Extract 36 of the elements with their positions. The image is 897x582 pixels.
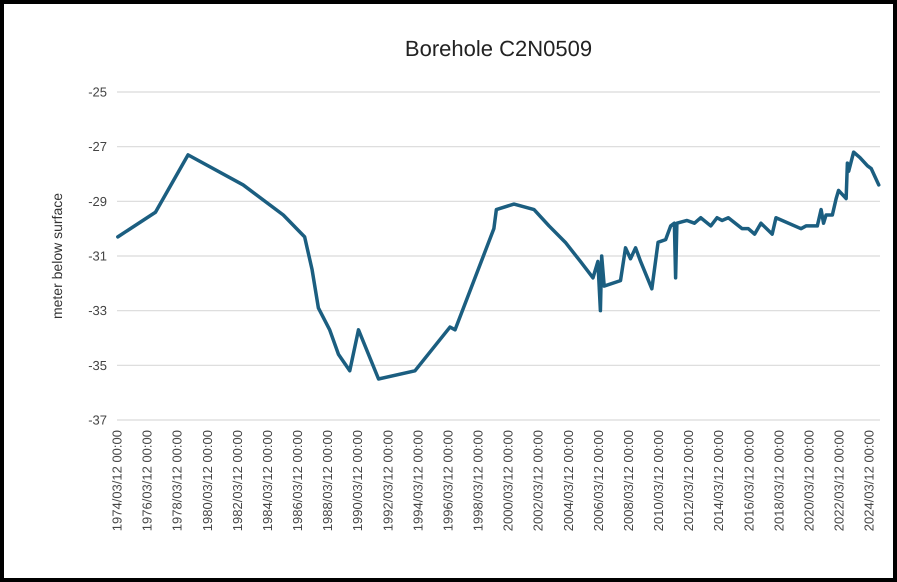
y-tick-label: -29 — [88, 194, 107, 209]
x-tick-label: 1988/03/12 00:00 — [320, 430, 336, 532]
x-tick-label: 2016/03/12 00:00 — [741, 430, 756, 532]
x-tick-label: 1996/03/12 00:00 — [440, 430, 456, 532]
y-tick-label: -37 — [88, 412, 107, 428]
x-tick-label: 1974/03/12 00:00 — [110, 430, 125, 532]
x-tick-label: 1976/03/12 00:00 — [140, 430, 155, 532]
x-tick-label: 2008/03/12 00:00 — [621, 430, 636, 532]
x-tick-label: 2000/03/12 00:00 — [500, 430, 516, 532]
x-tick-label: 1978/03/12 00:00 — [170, 430, 185, 532]
x-tick-label: 2010/03/12 00:00 — [651, 430, 666, 532]
x-tick-label: 1992/03/12 00:00 — [380, 430, 396, 532]
x-tick-label: 1980/03/12 00:00 — [200, 430, 215, 532]
x-tick-label: 1984/03/12 00:00 — [260, 430, 275, 532]
y-tick-label: -35 — [88, 358, 107, 373]
x-tick-label: 1998/03/12 00:00 — [470, 430, 486, 532]
x-tick-label: 2020/03/12 00:00 — [802, 430, 817, 532]
x-tick-label: 2024/03/12 00:00 — [862, 430, 877, 532]
x-tick-label: 2002/03/12 00:00 — [530, 430, 546, 532]
y-tick-label: -25 — [88, 84, 107, 100]
x-tick-label: 1986/03/12 00:00 — [290, 430, 306, 532]
y-tick-label: -31 — [88, 248, 107, 264]
x-tick-label: 1990/03/12 00:00 — [350, 430, 366, 532]
x-tick-label: 1982/03/12 00:00 — [230, 430, 245, 532]
x-tick-label: 2012/03/12 00:00 — [681, 430, 696, 532]
x-tick-label: 2004/03/12 00:00 — [560, 430, 576, 532]
line-series — [116, 150, 881, 381]
x-tick-label: 2022/03/12 00:00 — [832, 430, 847, 532]
y-tick-label: -33 — [88, 303, 107, 318]
chart-title: Borehole C2N0509 — [404, 36, 592, 61]
x-tick-label: 2018/03/12 00:00 — [771, 430, 786, 532]
y-axis-title: meter below surface — [49, 192, 65, 320]
x-tick-label: 1994/03/12 00:00 — [410, 430, 426, 532]
x-tick-label: 2014/03/12 00:00 — [711, 430, 726, 532]
y-tick-label: -27 — [88, 139, 107, 154]
x-tick-label: 2006/03/12 00:00 — [590, 430, 606, 532]
